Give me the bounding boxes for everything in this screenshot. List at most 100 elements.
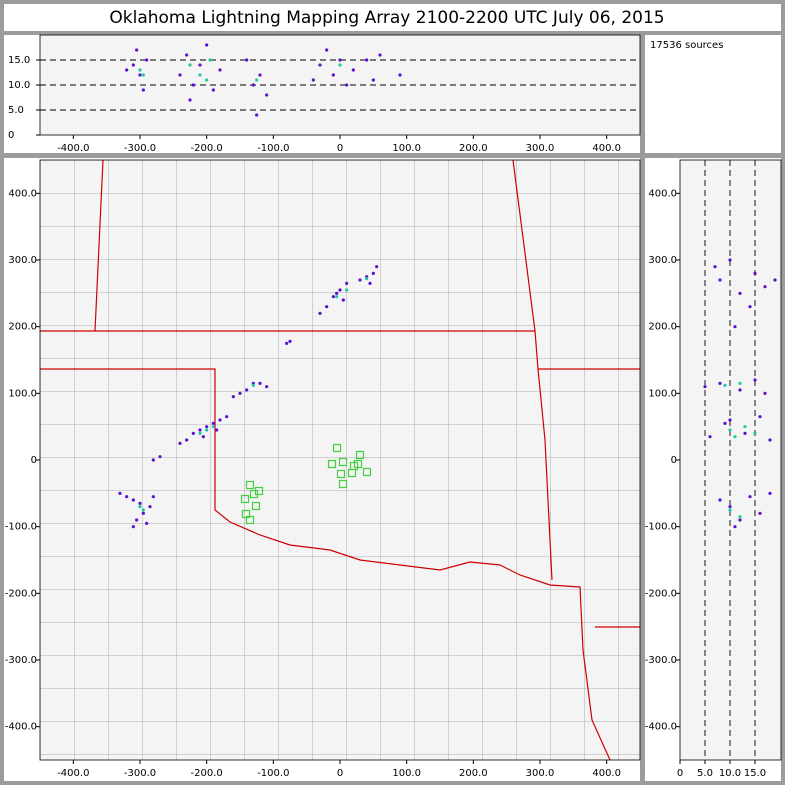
y-tick-label: -300.0 [5, 655, 37, 666]
source-point [178, 73, 182, 77]
source-point [138, 505, 142, 509]
source-point [743, 425, 747, 429]
source-point [338, 63, 342, 67]
source-point [191, 431, 195, 435]
source-point [738, 518, 742, 522]
source-point [265, 93, 269, 97]
x-tick-label: -400.0 [57, 768, 89, 779]
x-tick-label: -100.0 [257, 768, 289, 779]
source-point [198, 431, 202, 435]
x-tick-label: 10.0 [719, 768, 741, 779]
y-tick-label: 0 [31, 455, 37, 466]
source-point [375, 265, 379, 269]
source-point [311, 78, 315, 82]
source-point [198, 63, 202, 67]
x-tick-label: 0 [677, 768, 683, 779]
source-point [365, 277, 369, 281]
source-point [191, 83, 195, 87]
source-point [211, 425, 215, 429]
source-point [245, 58, 249, 62]
source-point [753, 431, 757, 435]
source-point [145, 521, 149, 525]
source-point [768, 438, 772, 442]
source-point [763, 391, 767, 395]
source-point [151, 495, 155, 499]
source-point [185, 53, 189, 57]
source-point [131, 63, 135, 67]
source-point [141, 73, 145, 77]
source-point [351, 68, 355, 72]
x-tick-label: 15.0 [744, 768, 766, 779]
source-point [341, 298, 345, 302]
source-point [178, 441, 182, 445]
source-point [773, 278, 777, 282]
station [338, 457, 348, 467]
source-point [708, 435, 712, 439]
source-point [251, 83, 255, 87]
source-point [713, 265, 717, 269]
x-tick-label: 400.0 [592, 143, 621, 154]
source-point [251, 383, 255, 387]
source-point [198, 428, 202, 432]
source-point [763, 285, 767, 289]
source-point [141, 511, 145, 515]
source-point [318, 63, 322, 67]
y-tick-label: -100.0 [5, 522, 37, 533]
source-point [331, 295, 335, 299]
source-point [225, 415, 229, 419]
x-tick-label: 100.0 [392, 143, 421, 154]
source-point [318, 311, 322, 315]
y-tick-label: 10.0 [8, 80, 30, 91]
source-point [733, 325, 737, 329]
x-tick-label: 0 [337, 143, 343, 154]
source-point [231, 395, 235, 399]
x-tick-label: -100.0 [257, 143, 289, 154]
source-point [728, 258, 732, 262]
y-tick-label: 5.0 [8, 105, 24, 116]
x-tick-label: 100.0 [392, 768, 421, 779]
station [251, 501, 261, 511]
source-point [723, 383, 727, 387]
source-point [198, 73, 202, 77]
source-point [368, 281, 372, 285]
source-point [205, 43, 209, 47]
station [355, 450, 365, 460]
source-point [728, 508, 732, 512]
source-point [753, 271, 757, 275]
source-point [371, 271, 375, 275]
source-point [208, 58, 212, 62]
x-tick-label: -300.0 [124, 143, 156, 154]
source-point [733, 435, 737, 439]
station [347, 468, 357, 478]
source-point [148, 505, 152, 509]
source-point [141, 508, 145, 512]
station [353, 459, 363, 469]
source-point [258, 73, 262, 77]
y-tick-label: -100.0 [645, 522, 677, 533]
station [245, 515, 255, 525]
source-point [141, 88, 145, 92]
x-tick-label: -300.0 [124, 768, 156, 779]
y-tick-label: 200.0 [8, 322, 37, 333]
source-point [211, 88, 215, 92]
station [254, 486, 264, 496]
x-tick-label: -400.0 [57, 143, 89, 154]
station [332, 443, 342, 453]
source-point [365, 58, 369, 62]
x-tick-label: 0 [337, 768, 343, 779]
source-point [738, 381, 742, 385]
source-point [135, 48, 139, 52]
station [338, 479, 348, 489]
x-tick-label: 300.0 [526, 768, 555, 779]
y-tick-label: -200.0 [645, 588, 677, 599]
x-tick-label: 200.0 [459, 768, 488, 779]
source-point [188, 63, 192, 67]
state-border [40, 160, 640, 760]
source-point [205, 428, 209, 432]
station [240, 494, 250, 504]
source-point [345, 288, 349, 292]
x-tick-label: -200.0 [191, 768, 223, 779]
y-tick-label: 0 [671, 455, 677, 466]
source-point [138, 73, 142, 77]
